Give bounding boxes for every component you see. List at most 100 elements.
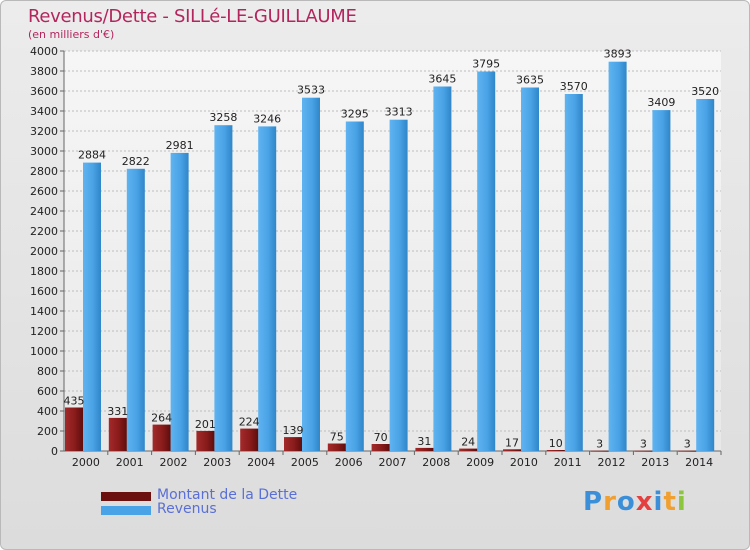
x-tick-label: 2011 (554, 456, 582, 469)
x-tick-label: 2010 (510, 456, 538, 469)
bar-label-dette: 24 (461, 436, 475, 449)
bar-label-revenus: 3570 (560, 80, 588, 93)
bar-revenus (126, 168, 145, 452)
bar-label-revenus: 3795 (472, 58, 500, 71)
y-tick-label: 3400 (30, 105, 58, 118)
legend-label-debt: Montant de la Dette (157, 487, 298, 503)
bar-dette (108, 417, 127, 451)
bar-label-dette: 264 (151, 412, 172, 425)
bar-dette (546, 450, 565, 451)
chart-subtitle: (en milliers d'€) (28, 28, 115, 41)
y-tick-label: 1000 (30, 345, 58, 358)
y-tick-label: 600 (37, 385, 58, 398)
bar-label-revenus: 3295 (341, 108, 369, 121)
bar-dette (65, 407, 83, 451)
bar-label-dette: 10 (549, 437, 563, 450)
logo-letter: o (616, 487, 636, 517)
x-tick-label: 2000 (72, 456, 100, 469)
x-tick-label: 2005 (291, 456, 319, 469)
bar-label-revenus: 3533 (297, 84, 325, 97)
y-tick-label: 800 (37, 365, 58, 378)
legend-swatch-revenue (101, 506, 151, 515)
x-tick-label: 2009 (466, 456, 494, 469)
y-tick-label: 1800 (30, 265, 58, 278)
bar-label-dette: 17 (505, 436, 519, 449)
bar-dette (459, 448, 478, 451)
bar-label-dette: 201 (195, 418, 216, 431)
y-tick-label: 400 (37, 405, 58, 418)
bar-label-dette: 31 (417, 435, 431, 448)
bar-revenus (433, 86, 452, 451)
y-tick-label: 1400 (30, 305, 58, 318)
y-tick-label: 4000 (30, 45, 58, 58)
logo-letter: i (676, 487, 687, 517)
bar-revenus (564, 94, 583, 451)
proxiti-logo: Proxiti (583, 487, 687, 517)
x-tick-label: 2001 (116, 456, 144, 469)
bar-revenus (302, 97, 320, 451)
y-tick-label: 3600 (30, 85, 58, 98)
bar-label-revenus: 3645 (428, 73, 456, 86)
x-tick-label: 2007 (379, 456, 407, 469)
bar-revenus (345, 121, 364, 451)
bar-label-revenus: 3409 (647, 96, 675, 109)
y-tick-label: 1200 (30, 325, 58, 338)
bar-dette (152, 424, 171, 451)
bar-label-dette: 331 (107, 405, 128, 418)
logo-letter: x (635, 487, 654, 517)
y-tick-label: 2000 (30, 245, 58, 258)
bar-label-dette: 224 (239, 416, 260, 429)
legend-label-revenue: Revenus (157, 501, 217, 517)
bar-label-revenus: 3313 (385, 106, 413, 119)
y-tick-label: 2800 (30, 165, 58, 178)
legend-swatch-debt (101, 492, 151, 501)
bar-revenus (214, 125, 233, 451)
bar-label-revenus: 3893 (604, 48, 632, 61)
bar-revenus (652, 110, 671, 451)
bar-label-revenus: 2981 (166, 139, 194, 152)
x-tick-label: 2004 (247, 456, 275, 469)
logo-letter: P (583, 487, 604, 517)
bar-label-revenus: 3246 (253, 112, 281, 125)
bar-label-revenus: 2884 (78, 149, 106, 162)
y-tick-label: 3000 (30, 145, 58, 158)
bar-dette (678, 450, 697, 452)
bar-label-revenus: 2822 (122, 155, 150, 168)
chart-title: Revenus/Dette - SILLé-LE-GUILLAUME (28, 6, 357, 27)
bar-dette (327, 443, 346, 451)
bar-revenus (477, 71, 496, 451)
x-tick-label: 2013 (641, 456, 669, 469)
x-tick-label: 2014 (685, 456, 713, 469)
bar-label-dette: 3 (596, 438, 603, 451)
bar-revenus (608, 61, 627, 451)
logo-letter: r (603, 487, 617, 517)
y-tick-label: 3200 (30, 125, 58, 138)
x-tick-label: 2006 (335, 456, 363, 469)
bar-label-revenus: 3258 (209, 111, 237, 124)
bar-revenus (170, 152, 189, 451)
x-tick-label: 2002 (160, 456, 188, 469)
bar-label-dette: 139 (283, 424, 304, 437)
bar-label-dette: 435 (64, 395, 85, 408)
logo-letter: i (653, 487, 664, 517)
bar-dette (634, 450, 653, 452)
y-tick-label: 2600 (30, 185, 58, 198)
bar-label-dette: 75 (330, 431, 344, 444)
x-tick-label: 2008 (422, 456, 450, 469)
bar-dette (240, 428, 259, 451)
x-tick-label: 2003 (203, 456, 231, 469)
bar-label-revenus: 3635 (516, 74, 544, 87)
bar-revenus (389, 119, 408, 451)
y-tick-label: 3800 (30, 65, 58, 78)
y-tick-label: 200 (37, 425, 58, 438)
y-tick-label: 1600 (30, 285, 58, 298)
y-tick-label: 2200 (30, 225, 58, 238)
bar-dette (590, 450, 609, 452)
bar-dette (415, 447, 434, 451)
bar-label-dette: 70 (374, 431, 388, 444)
bar-label-revenus: 3520 (691, 85, 719, 98)
bar-revenus (83, 162, 101, 451)
bar-revenus (258, 126, 277, 452)
